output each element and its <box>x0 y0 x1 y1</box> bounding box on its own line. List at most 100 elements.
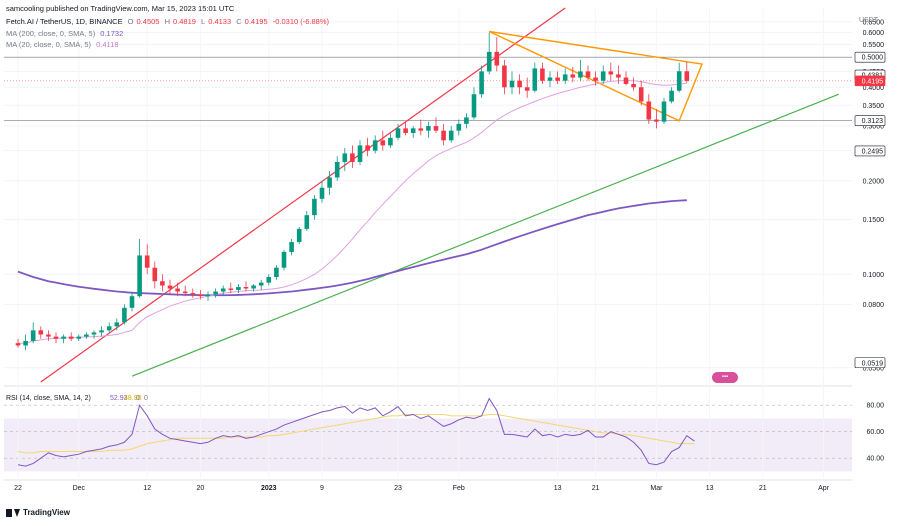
footer-brand-text: TradingView <box>23 508 70 517</box>
symbol-line[interactable]: Fetch.AI / TetherUS, 1D, BINANCE O 0.4505… <box>6 17 329 26</box>
candle-body <box>289 242 294 252</box>
candle-body <box>15 343 21 346</box>
candle-body <box>448 130 454 141</box>
candle-body <box>494 51 500 66</box>
publisher-line: samcooling published on TradingView.com,… <box>6 4 237 13</box>
rsi-line <box>17 397 695 467</box>
ma20-legend[interactable]: MA (20, close, 0, SMA, 5) 0.4118 <box>6 40 122 49</box>
price-tick-label: 0.0800 <box>863 302 885 309</box>
ma200-label: MA (200, close, 0, SMA, 5) <box>6 29 96 38</box>
time-tick-label: 21 <box>592 485 600 492</box>
candle-body <box>380 140 386 146</box>
candle-body <box>251 285 256 289</box>
tradingview-logo-icon <box>6 508 20 517</box>
rsi-tick-label: 40.00 <box>866 456 884 463</box>
candle-body <box>426 126 431 131</box>
candle-body <box>167 285 173 289</box>
red-resistance-line <box>40 7 566 383</box>
candle-body <box>441 130 446 141</box>
ma20-value: 0.4118 <box>96 40 119 49</box>
candle-body <box>205 294 211 297</box>
price-label-box <box>854 357 886 369</box>
candle-body <box>152 267 158 282</box>
rsi-legend-value: 0 <box>144 395 148 402</box>
candle-body <box>555 77 560 81</box>
candle-body <box>350 153 355 162</box>
rsi-tick-label: 60.00 <box>866 429 884 436</box>
candle-body <box>312 198 317 216</box>
high-value: 0.4819 <box>172 17 196 26</box>
time-tick-label: Dec <box>73 485 86 492</box>
candle-body <box>266 277 272 283</box>
candle-body <box>608 71 614 75</box>
price-axis-unit: USDT <box>859 17 879 24</box>
rsi-ma-line <box>17 413 695 454</box>
change-value: -0.0310 (-6.88%) <box>272 17 329 26</box>
price-label-box <box>854 51 886 63</box>
candle-body <box>540 68 545 81</box>
candle-body <box>616 74 621 78</box>
candle-body <box>547 77 553 81</box>
candle-body <box>182 291 188 294</box>
candle-body <box>122 307 127 323</box>
rsi-band <box>4 418 852 472</box>
candle-body <box>281 251 287 268</box>
time-tick-label: 9 <box>320 485 324 492</box>
time-tick-label: 20 <box>197 485 205 492</box>
candle-body <box>357 145 363 162</box>
flag-icon[interactable]: ▪▪▪ <box>712 372 738 383</box>
candle-body <box>631 83 636 88</box>
candle-body <box>562 74 568 81</box>
candle-body <box>570 74 576 78</box>
rsi-legend-title: RSI (14, close, SMA, 14, 2) <box>6 395 91 402</box>
price-tick-label: 0.4000 <box>863 85 885 92</box>
candle-body <box>23 340 28 346</box>
candle-body <box>106 326 112 331</box>
price-tick-label: 0.0500 <box>863 365 885 372</box>
candle-body <box>410 128 416 134</box>
price-tick-label: 0.2000 <box>863 178 885 185</box>
candle-body <box>46 334 51 337</box>
candle-body <box>479 71 484 95</box>
time-tick-label: Feb <box>453 485 465 492</box>
candle-body <box>258 282 264 286</box>
green-support-line <box>131 93 840 377</box>
ma200-line <box>17 199 687 297</box>
candle-body <box>99 330 104 333</box>
price-label-box <box>854 115 886 126</box>
time-tick-label: Mar <box>650 485 663 492</box>
candle-body <box>509 80 515 88</box>
candle-body <box>114 322 120 327</box>
candle-body <box>220 288 226 292</box>
candle-body <box>486 51 492 72</box>
candle-body <box>61 336 66 339</box>
candle-body <box>243 287 249 289</box>
time-tick-label: Apr <box>818 485 830 492</box>
price-label-box <box>854 75 886 87</box>
candle-body <box>342 153 348 162</box>
price-label-text: 0.5000 <box>862 55 884 62</box>
open-value: 0.4505 <box>136 17 160 26</box>
candle-body <box>30 330 36 341</box>
price-tick-label: 0.6000 <box>863 30 885 37</box>
candle-body <box>433 126 439 131</box>
candle-body <box>638 87 644 102</box>
candle-body <box>684 71 690 81</box>
ma200-legend[interactable]: MA (200, close, 0, SMA, 5) 0.1732 <box>6 29 126 38</box>
time-tick-label: 22 <box>14 485 22 492</box>
candle-body <box>236 287 241 291</box>
price-label-box <box>854 145 886 157</box>
candle-body <box>53 336 59 339</box>
publisher-text: samcooling published on TradingView.com,… <box>6 4 235 13</box>
footer-brand[interactable]: TradingView <box>6 508 70 517</box>
rsi-legend-value: 52.93 <box>110 395 128 402</box>
candle-body <box>418 128 424 131</box>
candle-body <box>296 228 302 243</box>
candle-body <box>327 177 332 188</box>
candle-body <box>669 90 674 102</box>
candle-body <box>517 80 522 88</box>
candle-body <box>623 77 629 84</box>
candle-body <box>524 87 530 91</box>
candle-body <box>578 71 583 78</box>
